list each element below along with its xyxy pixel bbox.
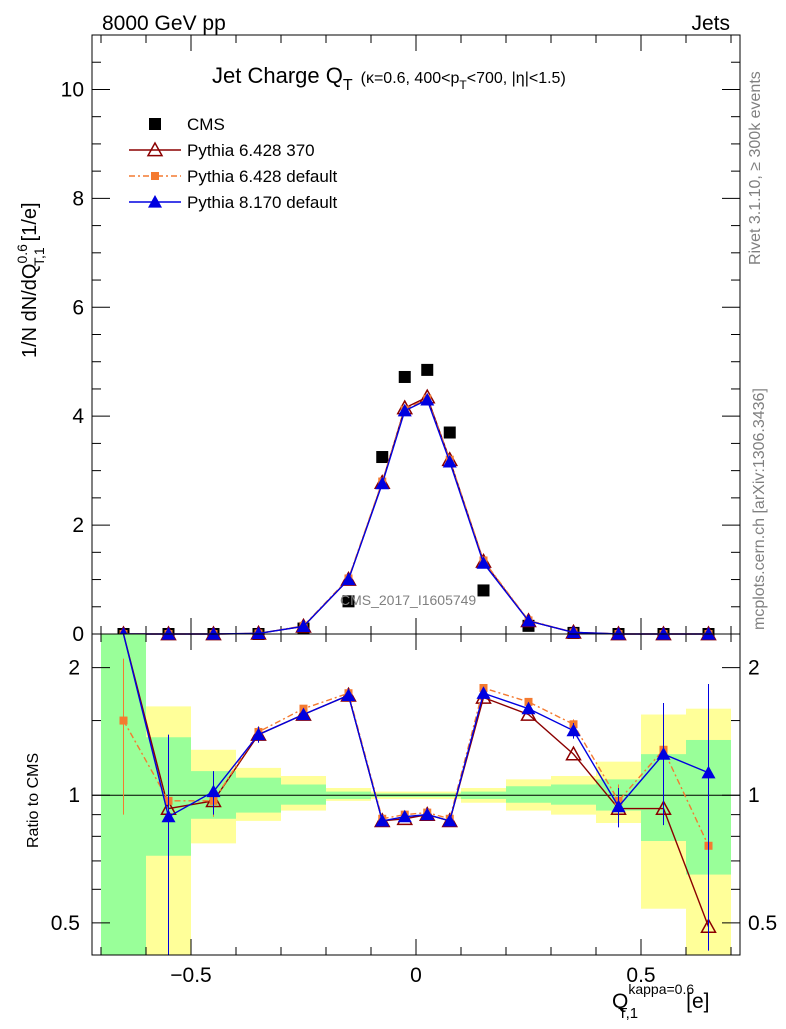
header-right: Jets (691, 12, 730, 35)
ratio-y-tick-label: 1 (68, 784, 80, 807)
ratio-series (119, 633, 717, 955)
ratio-series-line (122, 687, 710, 847)
ratio-series-line (122, 633, 709, 822)
analysis-tag: CMS_2017_I1605749 (340, 592, 476, 608)
ratio-point (476, 686, 491, 699)
y-tick-label: 2 (72, 514, 84, 537)
ratio-series-line (122, 633, 710, 927)
ratio-y-tick-label: 0.5 (51, 912, 80, 935)
legend-label: Pythia 6.428 default (187, 167, 338, 186)
ratio-point (442, 813, 457, 827)
legend-label: CMS (187, 115, 225, 134)
ratio-point (565, 745, 582, 761)
legend: CMS Pythia 6.428 370 Pythia 6.428 default P… (129, 115, 338, 212)
legend-marker (151, 172, 159, 180)
uncertainty-band-inner (551, 784, 596, 805)
main-point (443, 426, 456, 439)
ratio-y-tick-label: 2 (68, 657, 80, 680)
ratio-y-tick-label-right: 1 (748, 784, 760, 807)
ratio-point (341, 688, 356, 701)
main-point (442, 454, 457, 468)
header-left: 8000 GeV pp (102, 12, 226, 35)
main-point (701, 627, 716, 640)
main-point (566, 625, 581, 638)
ratio-point (161, 809, 176, 823)
ratio-axes: 0.5 0.5 1 1 2 2 −0.5 0 0.5 (51, 633, 777, 987)
main-point (476, 556, 491, 569)
main-point (296, 619, 311, 632)
main-point (398, 370, 411, 383)
legend-label: Pythia 8.170 default (187, 193, 338, 212)
legend-marker (146, 141, 164, 157)
ratio-point (119, 716, 128, 725)
main-point (342, 595, 355, 608)
y-tick-label: 0 (72, 623, 84, 646)
main-point (421, 363, 434, 376)
ratio-point (656, 747, 671, 760)
uncertainty-band-inner (281, 784, 326, 805)
ratio-point (296, 707, 311, 721)
chart-title: Jet Charge QT (κ=0.6, 400<pT<700, |η|<1.5… (212, 63, 566, 94)
main-point (206, 627, 221, 640)
main-point (251, 626, 266, 640)
y-tick-label: 10 (61, 78, 84, 101)
main-axes: 0 2 4 6 8 10 (61, 34, 741, 646)
x-axis-label: Qkappa=0.6 T,1[e] (612, 981, 710, 1022)
y-tick-label: 4 (72, 405, 84, 428)
y-tick-label: 8 (72, 187, 84, 210)
main-point (656, 627, 671, 640)
x-tick-label: 0.5 (626, 964, 655, 987)
main-point (375, 476, 390, 490)
ratio-point (611, 799, 626, 813)
ratio-y-tick-label-right: 2 (748, 657, 760, 680)
x-tick-label: 0 (410, 964, 422, 987)
ratio-y-tick-label-right: 0.5 (748, 912, 777, 935)
ratio-bands (92, 634, 740, 955)
main-point (397, 403, 412, 417)
main-point (420, 392, 435, 406)
ratio-point (420, 807, 435, 821)
side-label-rivet: Rivet 3.1.10, ≥ 300k events (747, 71, 764, 265)
main-point (611, 627, 626, 640)
main-point (161, 627, 176, 640)
legend-marker (149, 118, 161, 130)
side-label-mcplots: mcplots.cern.ch [arXiv:1306.3436] (751, 388, 768, 630)
main-point (376, 451, 389, 464)
y-axis-label-ratio: Ratio to CMS (25, 753, 42, 848)
main-point (521, 613, 536, 627)
legend-label: Pythia 6.428 370 (187, 141, 315, 160)
uncertainty-band-inner (506, 786, 551, 803)
x-tick-label: −0.5 (170, 964, 211, 987)
ratio-point (206, 784, 221, 798)
y-tick-label: 6 (72, 296, 84, 319)
ratio-point (251, 727, 266, 741)
y-axis-label-main: 1/N dN/dQ0.6T,1[1/e] (14, 202, 47, 358)
ratio-point (397, 809, 412, 823)
main-point (341, 572, 356, 586)
legend-marker (148, 195, 162, 208)
ratio-point (375, 813, 390, 827)
ratio-point (701, 765, 716, 779)
ratio-point (521, 701, 536, 715)
ratio-point (566, 723, 581, 737)
main-point (477, 584, 490, 597)
